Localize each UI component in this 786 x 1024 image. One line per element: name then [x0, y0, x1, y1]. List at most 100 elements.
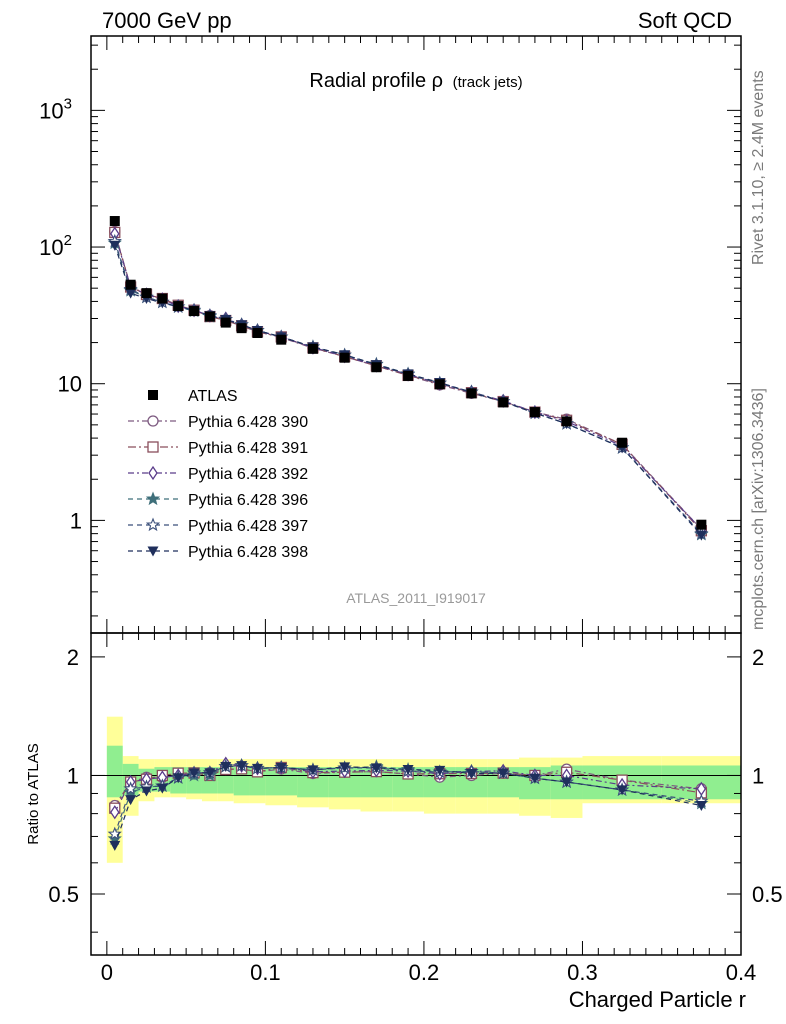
- atlas-data-point: [189, 306, 200, 317]
- ratio-y-tick-label: 1: [67, 763, 79, 788]
- series-6-ratio-point: [140, 786, 152, 797]
- series-6-ratio-point: [220, 762, 232, 773]
- y-tick-label: 1: [70, 508, 82, 533]
- legend-marker-4: [145, 491, 161, 506]
- series-6-ratio-point: [339, 762, 351, 773]
- x-tick-label: 0.3: [567, 960, 598, 985]
- y-tick-label-exponent: 2: [64, 232, 72, 249]
- atlas-data-point: [403, 370, 414, 381]
- x-tick-label: 0: [101, 960, 113, 985]
- series-6-point: [109, 240, 121, 251]
- series-6-ratio-point: [307, 765, 319, 776]
- y-tick-label: 10: [58, 372, 82, 397]
- header-left-label: 7000 GeV pp: [102, 8, 232, 33]
- series-3-line: [114, 233, 702, 530]
- series-6-ratio-point: [497, 768, 509, 779]
- atlas-data-point: [498, 397, 509, 408]
- atlas-data-point: [220, 317, 231, 328]
- series-3-ratio-line: [114, 763, 702, 813]
- y-tick-label-base: 10: [39, 98, 63, 123]
- series-6-ratio-point: [125, 795, 137, 806]
- atlas-data-point: [434, 379, 445, 390]
- legend-label-4: Pythia 6.428 396: [188, 492, 308, 509]
- series-6-ratio-point: [251, 763, 263, 774]
- atlas-data-point: [173, 301, 184, 312]
- atlas-data-point: [696, 519, 707, 530]
- series-2-ratio-line: [114, 766, 702, 809]
- chart-title-main: Radial profile ρ: [309, 70, 443, 92]
- x-tick-label: 0.2: [409, 960, 440, 985]
- legend-marker-5: [145, 517, 161, 532]
- series-6-ratio-point: [616, 785, 628, 796]
- ratio-y-tick-label: 2: [67, 645, 79, 670]
- series-6-ratio-point: [465, 768, 477, 779]
- legend-atlas-label: ATLAS: [188, 388, 238, 405]
- analysis-label: ATLAS_2011_I919017: [346, 590, 486, 606]
- atlas-data-point: [561, 416, 572, 427]
- series-6-ratio-point: [695, 801, 707, 812]
- chart-title: Radial profile ρ (track jets): [309, 70, 522, 92]
- atlas-data-point: [109, 216, 120, 227]
- mcplots-source-label: mcplots.cern.ch [arXiv:1306.3436]: [750, 388, 767, 630]
- x-tick-label: 0.4: [726, 960, 757, 985]
- series-5-ratio-point: [123, 781, 138, 795]
- y-tick-label-base: 10: [39, 235, 63, 260]
- legend-atlas-marker: [148, 390, 158, 400]
- atlas-data-point: [125, 279, 136, 290]
- ratio-panel-frame: [90, 632, 742, 956]
- atlas-data-point: [617, 437, 628, 448]
- y-tick-label-exponent: 3: [64, 95, 72, 112]
- series-6-ratio-point: [434, 765, 446, 776]
- series-6-point: [125, 288, 137, 299]
- y-tick-label-base: 1: [70, 508, 82, 533]
- atlas-data-point: [252, 327, 263, 338]
- series-6-ratio-point: [561, 777, 573, 788]
- series-1-ratio-line: [114, 768, 702, 806]
- atlas-data-point: [371, 362, 382, 373]
- x-tick-label: 0.1: [250, 960, 281, 985]
- ratio-panel: 0.5 0.5 1 1 2 2 Ratio to ATLAS: [25, 632, 783, 956]
- legend-marker-2: [147, 441, 159, 453]
- series-6-ratio-point: [156, 783, 168, 794]
- series-6-ratio-point: [109, 840, 121, 851]
- series-6-point: [695, 530, 707, 541]
- rivet-version-label: Rivet 3.1.10, ≥ 2.4M events: [750, 70, 767, 265]
- legend-label-6: Pythia 6.428 398: [188, 544, 308, 561]
- ratio-y-tick-label-right: 2: [752, 645, 764, 670]
- atlas-data-point: [204, 311, 215, 322]
- header-right-label: Soft QCD: [638, 8, 732, 33]
- atlas-data-point: [307, 343, 318, 354]
- atlas-data-point: [339, 352, 350, 363]
- series-6-ratio-point: [402, 765, 414, 776]
- ratio-y-tick-label-right: 0.5: [752, 882, 783, 907]
- legend-label-1: Pythia 6.428 390: [188, 414, 308, 431]
- legend-label-2: Pythia 6.428 391: [188, 440, 308, 457]
- series-6-ratio-point: [204, 768, 216, 779]
- y-tick-label-base: 10: [58, 372, 82, 397]
- legend-marker-3: [148, 465, 158, 481]
- y-tick-label: 103: [39, 95, 72, 123]
- series-3-ratio-point: [109, 805, 120, 820]
- ratio-band-inner: [106, 745, 123, 798]
- atlas-data-point: [236, 323, 247, 334]
- series-6-ratio-line: [114, 765, 702, 846]
- atlas-data-point: [276, 334, 287, 345]
- y-tick-label: 102: [39, 232, 72, 260]
- legend-label-5: Pythia 6.428 397: [188, 518, 308, 535]
- legend: ATLAS Pythia 6.428 390 Pythia 6.428 391 Pyt…: [128, 388, 308, 561]
- atlas-data-point: [466, 388, 477, 399]
- atlas-data-point: [157, 293, 168, 304]
- ratio-y-axis-label: Ratio to ATLAS: [25, 743, 42, 844]
- atlas-data-point: [141, 288, 152, 299]
- atlas-data-point: [529, 407, 540, 418]
- series-2-line: [114, 232, 702, 532]
- legend-marker-6: [147, 546, 159, 557]
- ratio-y-tick-label-right: 1: [752, 763, 764, 788]
- ratio-y-tick-label: 0.5: [48, 882, 79, 907]
- x-axis-label: Charged Particle r: [569, 987, 746, 1012]
- chart-title-sub: (track jets): [453, 74, 523, 91]
- series-6-ratio-point: [370, 763, 382, 774]
- legend-marker-1: [147, 415, 159, 427]
- series-6-ratio-point: [529, 773, 541, 784]
